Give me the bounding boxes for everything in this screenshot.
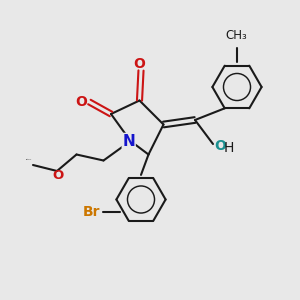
Text: Br: Br bbox=[83, 205, 100, 219]
Text: CH₃: CH₃ bbox=[226, 29, 247, 42]
Text: O: O bbox=[52, 169, 63, 182]
Text: O: O bbox=[134, 57, 146, 71]
Text: N: N bbox=[122, 134, 135, 148]
Text: O: O bbox=[214, 140, 226, 153]
Text: H: H bbox=[224, 141, 234, 154]
Text: methoxy: methoxy bbox=[26, 159, 32, 160]
Text: O: O bbox=[75, 95, 87, 109]
